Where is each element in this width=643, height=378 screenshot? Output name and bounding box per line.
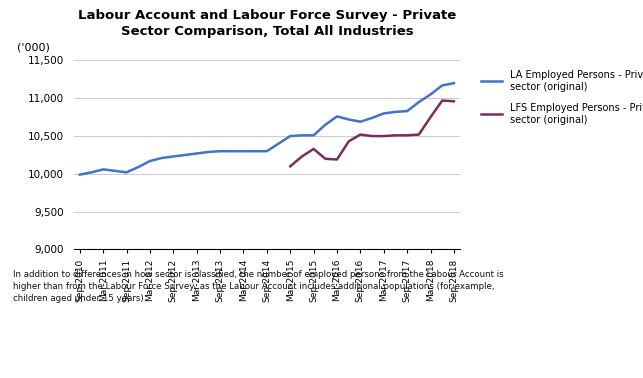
Legend: LA Employed Persons - Private
sector (original), LFS Employed Persons - Private
: LA Employed Persons - Private sector (or… (476, 65, 643, 130)
LA Employed Persons - Private
sector (original) (333, 114, 341, 119)
LA Employed Persons - Private
sector (original) (263, 149, 271, 153)
LA Employed Persons - Private
sector (original) (76, 172, 84, 177)
LA Employed Persons - Private
sector (original) (415, 100, 422, 104)
LA Employed Persons - Private
sector (original) (380, 111, 388, 116)
LA Employed Persons - Private
sector (original) (298, 133, 306, 138)
LA Employed Persons - Private
sector (original) (123, 170, 131, 175)
LFS Employed Persons - Private
sector (original) (427, 115, 435, 119)
LFS Employed Persons - Private
sector (original) (310, 147, 318, 151)
LFS Employed Persons - Private
sector (original) (322, 156, 329, 161)
Line: LFS Employed Persons - Private
sector (original): LFS Employed Persons - Private sector (o… (290, 101, 454, 166)
LA Employed Persons - Private
sector (original) (345, 117, 352, 122)
Text: Labour Account and Labour Force Survey - Private
Sector Comparison, Total All In: Labour Account and Labour Force Survey -… (78, 9, 456, 39)
LA Employed Persons - Private
sector (original) (275, 141, 282, 146)
LA Employed Persons - Private
sector (original) (216, 149, 224, 153)
LFS Employed Persons - Private
sector (original) (380, 134, 388, 138)
LA Employed Persons - Private
sector (original) (111, 169, 119, 173)
LA Employed Persons - Private
sector (original) (368, 116, 376, 120)
Line: LA Employed Persons - Private
sector (original): LA Employed Persons - Private sector (or… (80, 83, 454, 175)
LFS Employed Persons - Private
sector (original) (450, 99, 458, 104)
LA Employed Persons - Private
sector (original) (181, 153, 189, 157)
LFS Employed Persons - Private
sector (original) (286, 164, 294, 169)
LFS Employed Persons - Private
sector (original) (368, 134, 376, 138)
LA Employed Persons - Private
sector (original) (170, 154, 177, 159)
LA Employed Persons - Private
sector (original) (310, 133, 318, 138)
Y-axis label: ('000): ('000) (17, 43, 50, 53)
LA Employed Persons - Private
sector (original) (439, 83, 446, 88)
LA Employed Persons - Private
sector (original) (146, 159, 154, 163)
LA Employed Persons - Private
sector (original) (251, 149, 259, 153)
LA Employed Persons - Private
sector (original) (193, 151, 201, 156)
LA Employed Persons - Private
sector (original) (286, 134, 294, 138)
LA Employed Persons - Private
sector (original) (158, 156, 165, 160)
LA Employed Persons - Private
sector (original) (99, 167, 107, 172)
LA Employed Persons - Private
sector (original) (427, 92, 435, 97)
LA Employed Persons - Private
sector (original) (322, 122, 329, 127)
LA Employed Persons - Private
sector (original) (87, 170, 95, 175)
LFS Employed Persons - Private
sector (original) (333, 157, 341, 162)
LFS Employed Persons - Private
sector (original) (403, 133, 411, 138)
LA Employed Persons - Private
sector (original) (240, 149, 248, 153)
LFS Employed Persons - Private
sector (original) (415, 132, 422, 137)
LFS Employed Persons - Private
sector (original) (392, 133, 399, 138)
LA Employed Persons - Private
sector (original) (228, 149, 235, 153)
LFS Employed Persons - Private
sector (original) (298, 154, 306, 159)
LA Employed Persons - Private
sector (original) (450, 81, 458, 85)
LFS Employed Persons - Private
sector (original) (356, 132, 364, 137)
LFS Employed Persons - Private
sector (original) (439, 98, 446, 103)
LA Employed Persons - Private
sector (original) (403, 109, 411, 113)
LA Employed Persons - Private
sector (original) (392, 110, 399, 114)
LA Employed Persons - Private
sector (original) (356, 119, 364, 124)
Text: In addition to differences in how sector is classified, the number of employed p: In addition to differences in how sector… (13, 270, 503, 303)
LA Employed Persons - Private
sector (original) (204, 150, 212, 154)
LA Employed Persons - Private
sector (original) (134, 165, 142, 169)
LFS Employed Persons - Private
sector (original) (345, 139, 352, 144)
